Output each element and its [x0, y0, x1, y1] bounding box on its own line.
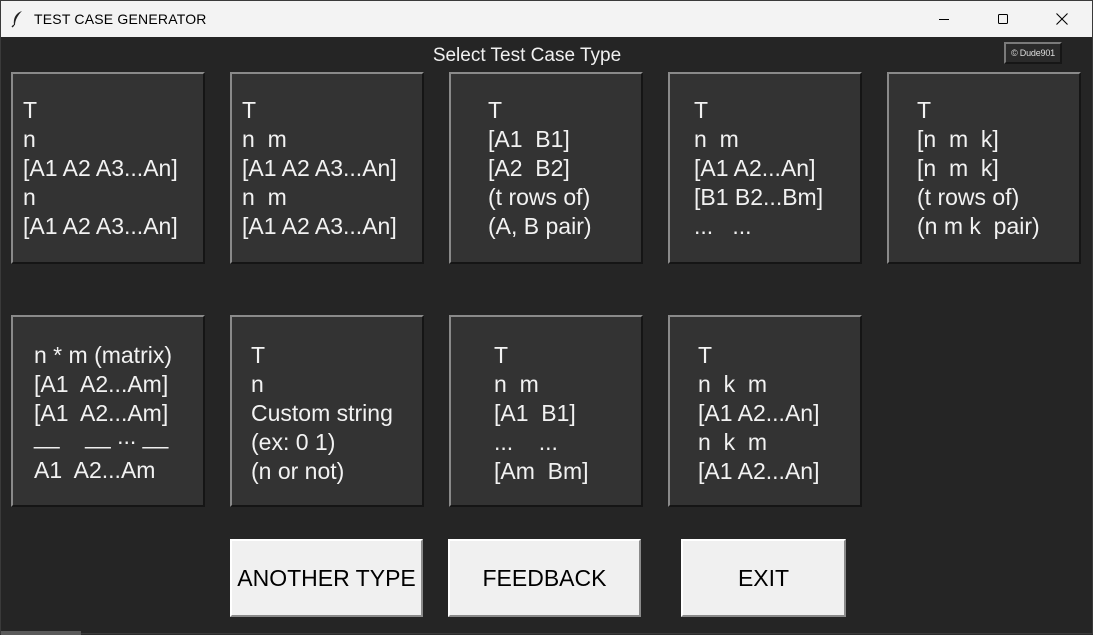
card-line: T [488, 97, 503, 123]
card-line: [A1 A2 A3...An] [23, 213, 178, 239]
card-line: __ __ ... __ [34, 423, 169, 449]
card-line: (A, B pair) [488, 213, 592, 239]
card-line: (n m k pair) [917, 213, 1040, 239]
background-window-edge [1, 631, 81, 635]
test-case-type-card-7[interactable]: T n Custom string (ex: 0 1) (n or not) [230, 315, 424, 507]
card-line: n [251, 371, 264, 397]
page-title: Select Test Case Type [432, 45, 622, 66]
minimize-icon [939, 19, 949, 20]
card-line: [n m k] [917, 126, 999, 152]
card-line: (ex: 0 1) [251, 429, 336, 455]
card-line: n m [694, 126, 739, 152]
window-title: TEST CASE GENERATOR [34, 11, 207, 27]
card-line: [B1 B2...Bm] [694, 184, 824, 210]
card-line: [A1 B1] [494, 400, 576, 426]
card-line: n k m [698, 429, 768, 455]
card-line: ... ... [494, 429, 558, 455]
card-line: Custom string [251, 400, 393, 426]
card-line: [A1 A2...An] [698, 400, 820, 426]
card-line: [A1 A2...An] [698, 458, 820, 484]
credit-badge: © Dude901 [1004, 42, 1062, 64]
card-line: [Am Bm] [494, 458, 589, 484]
card-line: [A1 A2 A3...An] [242, 213, 397, 239]
feather-icon [11, 11, 22, 28]
card-line: n m [242, 126, 287, 152]
maximize-icon [998, 14, 1008, 24]
card-line: T [698, 342, 713, 368]
card-line: [A1 B1] [488, 126, 570, 152]
card-line: T [694, 97, 709, 123]
minimize-button[interactable] [915, 1, 973, 37]
card-line: T [251, 342, 266, 368]
card-line: (t rows of) [917, 184, 1020, 210]
card-line: [A1 A2...Am] [34, 371, 169, 397]
card-line: n [23, 126, 36, 152]
card-line: [A1 A2...An] [694, 155, 816, 181]
card-line: A1 A2...Am [34, 457, 156, 483]
card-line: T [494, 342, 509, 368]
card-line: [n m k] [917, 155, 999, 181]
test-case-type-card-9[interactable]: T n k m [A1 A2...An] n k m [A1 A2...An] [668, 315, 862, 507]
title-bar[interactable]: TEST CASE GENERATOR [1, 1, 1092, 37]
card-line: T [242, 97, 257, 123]
card-line: [A1 A2 A3...An] [242, 155, 397, 181]
card-line: n m [494, 371, 539, 397]
card-line: T [917, 97, 932, 123]
card-line: ... ... [694, 213, 752, 239]
card-line: [A1 A2...Am] [34, 400, 169, 426]
card-line: n m [242, 184, 287, 210]
test-case-type-card-2[interactable]: T n m [A1 A2 A3...An] n m [A1 A2 A3...An… [230, 72, 424, 264]
card-line: n * m (matrix) [34, 342, 172, 368]
card-line: [A2 B2] [488, 155, 570, 181]
card-line: [A1 A2 A3...An] [23, 155, 178, 181]
card-line: (n or not) [251, 458, 345, 484]
test-case-type-card-1[interactable]: T n [A1 A2 A3...An] n [A1 A2 A3...An] [11, 72, 205, 264]
card-line: n [23, 184, 36, 210]
close-button[interactable] [1033, 1, 1091, 37]
another-type-button[interactable]: ANOTHER TYPE [230, 539, 423, 617]
card-line: n k m [698, 371, 768, 397]
close-icon [1056, 13, 1068, 25]
maximize-button[interactable] [974, 1, 1032, 37]
test-case-type-card-5[interactable]: T [n m k] [n m k] (t rows of) (n m k pai… [887, 72, 1081, 264]
card-line: (t rows of) [488, 184, 591, 210]
exit-button[interactable]: EXIT [681, 539, 846, 617]
feedback-button[interactable]: FEEDBACK [448, 539, 641, 617]
test-case-type-card-8[interactable]: T n m [A1 B1] ... ... [Am Bm] [449, 315, 643, 507]
test-case-type-card-4[interactable]: T n m [A1 A2...An] [B1 B2...Bm] ... ... [668, 72, 862, 264]
test-case-type-card-3[interactable]: T [A1 B1] [A2 B2] (t rows of) (A, B pair… [449, 72, 643, 264]
card-line: T [23, 97, 38, 123]
test-case-type-card-6[interactable]: n * m (matrix) [A1 A2...Am] [A1 A2...Am]… [11, 315, 205, 507]
